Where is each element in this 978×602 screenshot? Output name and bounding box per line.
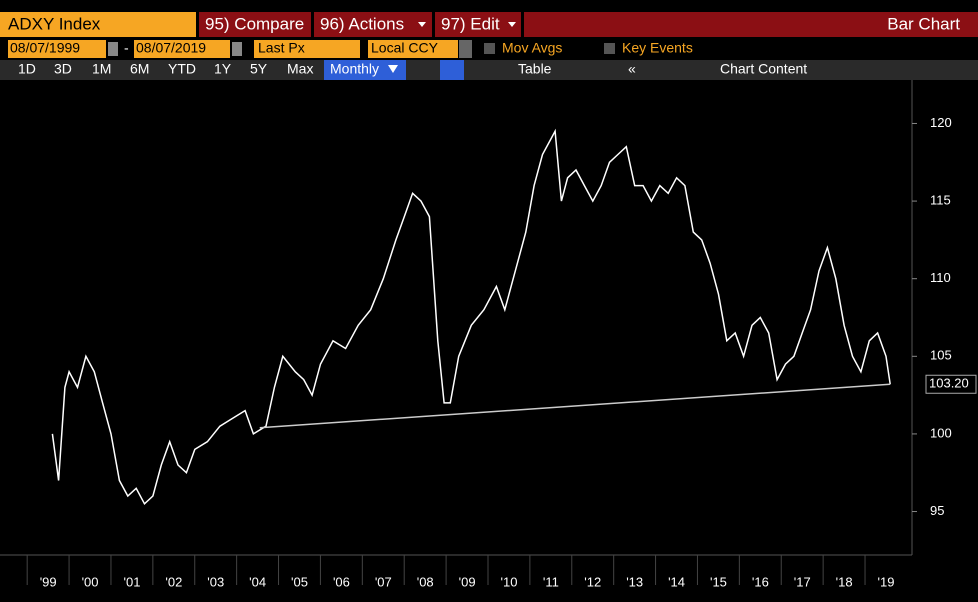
x-tick-label: '02	[165, 574, 182, 589]
x-tick-label: '12	[584, 574, 601, 589]
view-name: Bar Chart	[887, 14, 960, 33]
range-button[interactable]: 5Y	[250, 61, 268, 77]
last-value-label: 103.20	[929, 376, 969, 391]
x-tick-label: '14	[668, 574, 685, 589]
x-tick-label: '00	[82, 574, 99, 589]
y-tick-label: 115	[930, 193, 951, 208]
edit[interactable]: 97) Edit	[441, 14, 500, 33]
field[interactable]: Last Px	[258, 40, 305, 56]
range-button[interactable]: 3D	[54, 61, 72, 77]
x-tick-label: '18	[836, 574, 853, 589]
x-tick-label: '06	[333, 574, 350, 589]
x-tick-label: '11	[543, 574, 559, 589]
y-tick-label: 105	[930, 348, 952, 363]
x-tick-label: '10	[501, 574, 518, 589]
range-button[interactable]: YTD	[168, 61, 196, 77]
end-date[interactable]: 08/07/2019	[136, 40, 206, 56]
start-date[interactable]: 08/07/1999	[10, 40, 80, 56]
range-button[interactable]: 1D	[18, 61, 36, 77]
period[interactable]: Monthly	[330, 61, 379, 77]
x-tick-label: '08	[417, 574, 434, 589]
date-dash: -	[124, 40, 129, 56]
y-tick-label: 95	[930, 503, 944, 518]
ticker[interactable]: ADXY Index	[8, 14, 101, 33]
x-tick-label: '15	[710, 574, 727, 589]
x-tick-label: '03	[207, 574, 224, 589]
range-button[interactable]: Max	[287, 61, 313, 77]
x-tick-label: '09	[459, 574, 476, 589]
collapse[interactable]: «	[628, 61, 636, 77]
price-line	[51, 128, 891, 506]
compare[interactable]: 95) Compare	[205, 14, 304, 33]
x-tick-label: '07	[375, 574, 392, 589]
range-button[interactable]: 1Y	[214, 61, 232, 77]
range-button[interactable]: 1M	[92, 61, 111, 77]
x-tick-label: '01	[123, 574, 140, 589]
y-tick-label: 120	[930, 115, 952, 130]
trendline	[259, 383, 891, 429]
y-tick-label: 100	[930, 425, 952, 440]
table-button[interactable]: Table	[518, 61, 552, 77]
x-tick-label: '19	[878, 574, 895, 589]
mov-avgs[interactable]: Mov Avgs	[502, 40, 562, 56]
actions[interactable]: 96) Actions	[320, 14, 404, 33]
y-tick-label: 110	[930, 270, 951, 285]
x-tick-label: '04	[249, 574, 266, 589]
last-value-box	[925, 374, 977, 394]
x-tick-label: '16	[752, 574, 769, 589]
currency[interactable]: Local CCY	[371, 40, 439, 56]
x-tick-label: '17	[794, 574, 811, 589]
x-tick-label: '13	[626, 574, 643, 589]
chart-content[interactable]: Chart Content	[720, 61, 807, 77]
x-tick-label: '05	[291, 574, 308, 589]
key-events[interactable]: Key Events	[622, 40, 693, 56]
range-button[interactable]: 6M	[130, 61, 149, 77]
x-tick-label: '99	[40, 574, 57, 589]
